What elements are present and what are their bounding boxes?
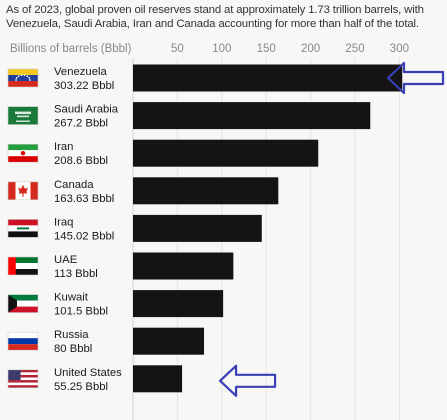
units-label: Billions of barrels (Bbbl): [10, 43, 132, 55]
value-label-iraq: 145.02 Bbbl: [54, 230, 114, 242]
bar-russia: [133, 327, 205, 355]
saudi-arabia-flag: [7, 106, 39, 125]
country-label-saudi-arabia: Saudi Arabia: [54, 104, 119, 116]
tick-label-100: 100: [212, 43, 231, 55]
value-label-venezuela: 303.22 Bbbl: [54, 80, 114, 92]
highlight-arrows: [218, 61, 445, 397]
tick-label-300: 300: [390, 43, 409, 55]
country-label-russia: Russia: [54, 329, 89, 341]
bar-saudi-arabia: [133, 102, 371, 130]
bars: [133, 64, 403, 393]
bar-iran: [133, 139, 319, 167]
country-label-uae: UAE: [54, 254, 78, 266]
iran-flag: [7, 143, 39, 163]
country-label-canada: Canada: [54, 179, 94, 191]
value-label-saudi-arabia: 267.2 Bbbl: [54, 118, 108, 130]
value-label-russia: 80 Bbbl: [54, 343, 92, 355]
iraq-flag: [7, 219, 39, 238]
country-label-kuwait: Kuwait: [54, 292, 89, 304]
uae-flag: [7, 256, 39, 276]
value-label-uae: 113 Bbbl: [54, 268, 98, 280]
country-labels: Venezuela 303.22 Bbbl Saudi Arabia 267.2 Bb…: [54, 66, 122, 393]
flags: [7, 68, 39, 389]
canada-flag: [7, 181, 39, 201]
country-label-united-states: United States: [54, 367, 122, 379]
x-axis-ticks: 50 100 150 200 250 300: [171, 43, 409, 55]
tick-label-200: 200: [301, 43, 320, 55]
tick-label-50: 50: [171, 43, 184, 55]
country-label-iraq: Iraq: [54, 216, 73, 228]
bar-kuwait: [133, 290, 224, 318]
tick-label-250: 250: [345, 43, 364, 55]
arrow-united-states: [218, 364, 277, 397]
bar-canada: [133, 177, 279, 205]
value-label-kuwait: 101.5 Bbbl: [54, 306, 108, 318]
bar-uae: [133, 252, 234, 280]
bar-iraq: [133, 214, 262, 242]
value-label-iran: 208.6 Bbbl: [54, 155, 108, 167]
russia-flag: [7, 331, 39, 351]
bar-venezuela: [133, 64, 403, 92]
bar-united-states: [133, 365, 183, 393]
venezuela-flag: [7, 68, 39, 88]
chart-caption: As of 2023, global proven oil reserves s…: [6, 4, 424, 30]
value-label-united-states: 55.25 Bbbl: [54, 381, 108, 393]
arrow-venezuela: [386, 61, 445, 95]
united-states-flag: [7, 369, 39, 389]
kuwait-flag: [7, 294, 39, 313]
tick-label-150: 150: [257, 43, 276, 55]
country-label-venezuela: Venezuela: [54, 66, 107, 78]
value-label-canada: 163.63 Bbbl: [54, 193, 114, 205]
country-label-iran: Iran: [54, 141, 73, 153]
